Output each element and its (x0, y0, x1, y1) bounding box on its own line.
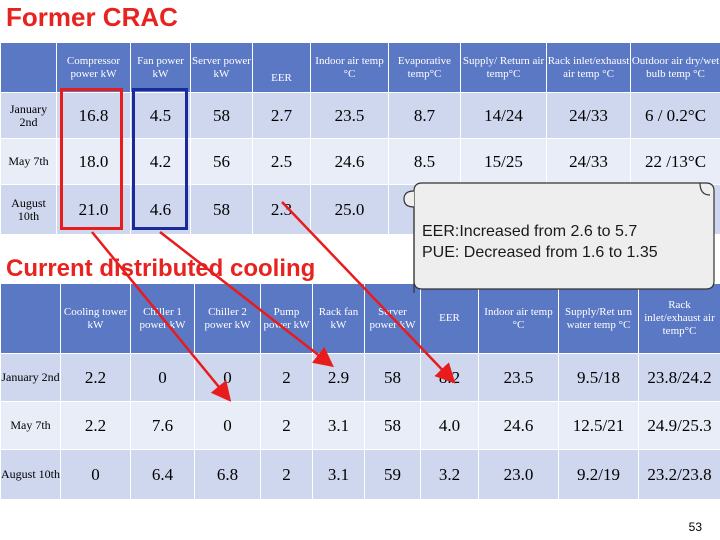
table-header-row: Cooling tower kW Chiller 1 power kW Chil… (0, 283, 720, 354)
table-cell: 0 (60, 449, 131, 500)
table-cell: 23.5 (478, 353, 559, 402)
row-label: August 10th (0, 184, 57, 235)
callout-text: EER:Increased from 2.6 to 5.7 PUE: Decre… (422, 221, 712, 263)
header-cell: Cooling tower kW (60, 283, 131, 354)
table-cell: 24.6 (478, 401, 559, 450)
table-cell: 3.1 (312, 401, 365, 450)
fan-to-rack-fan-arrow (159, 231, 334, 368)
table-cell: 59 (364, 449, 421, 500)
table-cell: 2.2 (60, 353, 131, 402)
scroll-shape-icon (403, 182, 715, 293)
pue-change-text: PUE: Decreased from 1.6 to 1.35 (422, 244, 658, 261)
header-cell (0, 42, 57, 93)
header-cell: EER (252, 42, 311, 93)
table-cell: 18.0 (56, 138, 131, 185)
row-label: January 2nd (0, 92, 57, 139)
current-cooling-table: Cooling tower kW Chiller 1 power kW Chil… (0, 283, 720, 500)
table-cell: 9.5/18 (558, 353, 639, 402)
table-cell: 2.2 (60, 401, 131, 450)
table-cell: 4.5 (130, 92, 191, 139)
table-cell: 0 (194, 353, 261, 402)
table-cell: 2.7 (252, 92, 311, 139)
table-cell: 2.3 (252, 184, 311, 235)
table-cell: 7.6 (130, 401, 195, 450)
compressor-to-chiller-arrow (91, 231, 232, 402)
table-cell: 24/33 (546, 92, 631, 139)
table-cell: 58 (190, 184, 253, 235)
header-cell: Chiller 2 power kW (194, 283, 261, 354)
table-row: August 10th 0 6.4 6.8 2 3.1 59 3.2 23.0 … (0, 449, 720, 500)
header-cell: Rack fan kW (312, 283, 365, 354)
fan-power-highlight-box (132, 88, 188, 230)
table-cell: 24.9/25.3 (638, 401, 720, 450)
table-cell: 58 (364, 353, 421, 402)
header-cell: Outdoor air dry/wet bulb temp °C (630, 42, 720, 93)
eer-pue-callout: EER:Increased from 2.6 to 5.7 PUE: Decre… (400, 181, 716, 297)
table-cell: 4.6 (130, 184, 191, 235)
table-cell: 2.5 (252, 138, 311, 185)
table-cell: 23.2/23.8 (638, 449, 720, 500)
header-cell: Supply/ Return air temp°C (460, 42, 547, 93)
header-cell: Supply/Ret urn water temp °C (558, 283, 639, 354)
header-cell: EER (420, 283, 479, 354)
header-cell: Pump power kW (260, 283, 313, 354)
table-cell: 2 (260, 353, 313, 402)
compressor-power-highlight-box (60, 88, 123, 230)
eer-change-text: EER:Increased from 2.6 to 5.7 (422, 223, 638, 240)
table-cell: 8.5 (388, 138, 461, 185)
row-label: January 2nd (0, 353, 61, 402)
table-cell: 24/33 (546, 138, 631, 185)
table-cell: 16.8 (56, 92, 131, 139)
table-cell: 8.7 (388, 92, 461, 139)
header-cell: Evaporative temp°C (388, 42, 461, 93)
header-cell: Server power kW (190, 42, 253, 93)
table-cell: 2 (260, 449, 313, 500)
table-cell: 0 (194, 401, 261, 450)
table-row: January 2nd 2.2 0 0 2 2.9 58 8.2 23.5 9.… (0, 353, 720, 402)
row-label: May 7th (0, 138, 57, 185)
table-cell: 3.1 (312, 449, 365, 500)
header-cell: Rack inlet/exhaust air temp °C (546, 42, 631, 93)
table-cell: 25.0 (310, 184, 389, 235)
table-cell: 24.6 (310, 138, 389, 185)
page-number: 53 (688, 520, 702, 534)
table-cell: 23.0 (478, 449, 559, 500)
table-cell: 6.4 (130, 449, 195, 500)
table-cell: 4.0 (420, 401, 479, 450)
table-cell: 58 (190, 92, 253, 139)
table-cell: 23.8/24.2 (638, 353, 720, 402)
table-cell: 23.5 (310, 92, 389, 139)
header-cell: Indoor air temp °C (478, 283, 559, 354)
table-cell: 58 (364, 401, 421, 450)
header-cell: Rack inlet/exhaust air temp°C (638, 283, 720, 354)
table-header-row: Compressor power kW Fan power kW Server … (0, 42, 720, 93)
table-row: January 2nd 16.8 4.5 58 2.7 23.5 8.7 14/… (0, 92, 720, 139)
table-cell: 14/24 (460, 92, 547, 139)
row-label: August 10th (0, 449, 61, 500)
table-cell: 9.2/19 (558, 449, 639, 500)
current-cooling-title: Current distributed cooling (6, 255, 316, 282)
eer-to-eer-arrow (281, 201, 456, 384)
table-cell: 15/25 (460, 138, 547, 185)
table-cell: 12.5/21 (558, 401, 639, 450)
header-cell: Indoor air temp °C (310, 42, 389, 93)
former-crac-title: Former CRAC (6, 2, 178, 32)
table-cell: 0 (130, 353, 195, 402)
